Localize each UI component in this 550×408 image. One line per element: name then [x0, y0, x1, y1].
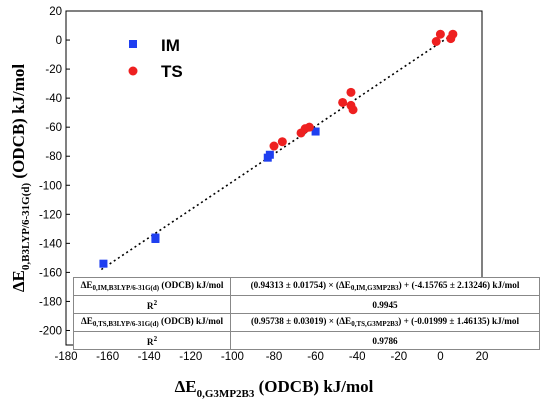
im-point — [151, 233, 160, 242]
legend: IM TS — [128, 36, 183, 81]
im-point — [265, 150, 274, 159]
ts-point — [277, 137, 287, 147]
fit-im-equation: (0.94313 ± 0.01754) × (ΔE0,IM,G3MP2B3) +… — [230, 277, 540, 296]
y-tick-label: -120 — [39, 209, 62, 221]
legend-im-marker — [129, 40, 137, 48]
x-tick-label: -40 — [349, 351, 366, 363]
x-tick-label: -120 — [179, 351, 202, 363]
im-point — [311, 127, 320, 136]
legend-ts-marker — [128, 66, 138, 76]
trendline — [100, 32, 456, 271]
y-axis: 20 0 -20 -40 -60 -80 -100 -120 -140 -160 -180 -200 — [39, 6, 70, 337]
y-tick-label: -60 — [45, 122, 62, 134]
x-tick-label: -160 — [96, 351, 119, 363]
x-tick-label: -140 — [138, 351, 161, 363]
fit-ts-r2-label: R2 — [73, 331, 231, 350]
x-tick-label: -100 — [221, 351, 244, 363]
y-tick-label: -160 — [39, 267, 62, 279]
x-axis-title: ΔE0,G3MP2B3 (ODCB) kJ/mol — [175, 377, 374, 400]
fit-ts-label: ΔE0,TS,B3LYP/6-31G(d) (ODCB) kJ/mol — [73, 313, 231, 332]
ts-point — [431, 36, 441, 46]
fit-ts-r2-value: 0.9786 — [230, 331, 540, 350]
x-tick-label: -20 — [390, 351, 407, 363]
y-tick-label: -180 — [39, 296, 62, 308]
y-tick-label: -80 — [45, 151, 62, 163]
legend-ts-label: TS — [161, 62, 183, 81]
data-points — [99, 29, 458, 268]
ts-point — [348, 105, 358, 115]
x-tick-label: -60 — [307, 351, 324, 363]
y-tick-label: 0 — [56, 35, 62, 47]
fit-row-ts-r2: R2 0.9786 — [73, 331, 540, 350]
ts-point — [448, 29, 458, 39]
x-tick-label: -180 — [54, 351, 77, 363]
fit-row-im: ΔE0,IM,B3LYP/6-31G(d) (ODCB) kJ/mol (0.9… — [73, 277, 540, 296]
y-tick-label: -40 — [45, 93, 62, 105]
ts-point — [346, 87, 356, 97]
fit-row-ts: ΔE0,TS,B3LYP/6-31G(d) (ODCB) kJ/mol (0.9… — [73, 313, 540, 332]
y-tick-label: -140 — [39, 238, 62, 250]
fit-row-im-r2: R2 0.9945 — [73, 295, 540, 314]
y-tick-label: -200 — [39, 325, 62, 337]
ts-point — [269, 141, 279, 151]
fit-im-r2-value: 0.9945 — [230, 295, 540, 314]
fit-im-r2-label: R2 — [73, 295, 231, 314]
y-tick-label: -100 — [39, 180, 62, 192]
x-tick-label: 0 — [437, 351, 443, 363]
fit-im-label: ΔE0,IM,B3LYP/6-31G(d) (ODCB) kJ/mol — [73, 277, 231, 296]
ts-point — [304, 122, 314, 132]
y-tick-label: 20 — [49, 6, 62, 18]
x-tick-label: -80 — [266, 351, 283, 363]
ts-point — [338, 97, 348, 107]
legend-im-label: IM — [161, 36, 180, 55]
fit-ts-equation: (0.95738 ± 0.03019) × (ΔE0,TS,G3MP2B3) +… — [230, 313, 540, 332]
x-tick-label: 20 — [476, 351, 489, 363]
y-axis-title: ΔE0,B3LYP/6-31G(d) (ODCB) kJ/mol — [9, 64, 32, 293]
im-point — [99, 259, 108, 268]
fit-results-table: ΔE0,IM,B3LYP/6-31G(d) (ODCB) kJ/mol (0.9… — [73, 277, 540, 350]
ts-point — [435, 29, 445, 39]
y-tick-label: -20 — [45, 64, 62, 76]
